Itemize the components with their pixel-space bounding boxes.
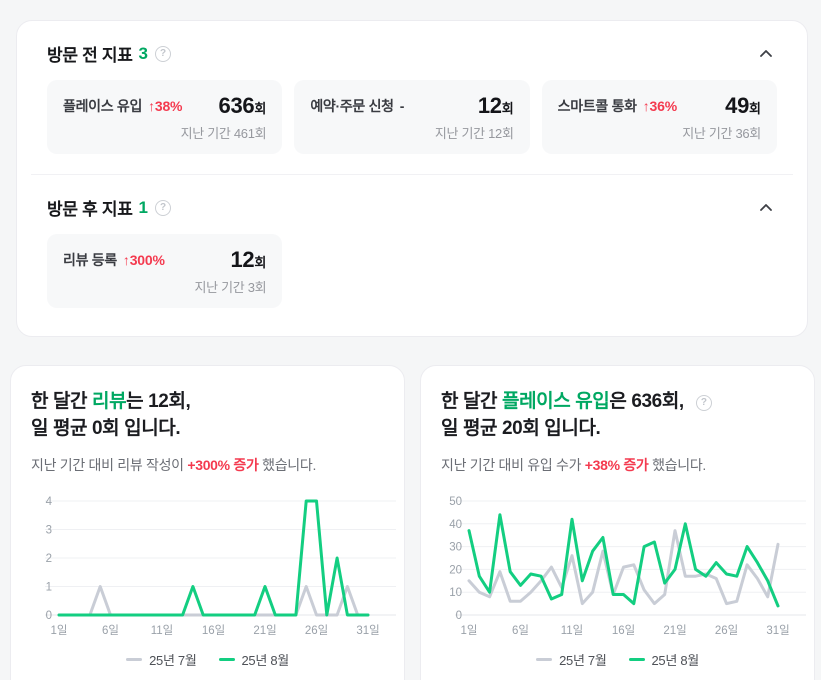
pre-visit-title: 방문 전 지표 (47, 46, 133, 65)
metric-previous-period: 지난 기간 461회 (180, 126, 267, 141)
metric-previous-period: 지난 기간 12회 (434, 126, 514, 141)
svg-text:4: 4 (46, 496, 53, 508)
metric-label: 리뷰 등록 (63, 252, 117, 268)
metric-label: 스마트콜 통화 (557, 98, 637, 114)
svg-text:21일: 21일 (253, 623, 276, 637)
help-icon[interactable]: ? (155, 199, 172, 216)
metric-change: - (399, 98, 405, 114)
svg-text:6일: 6일 (102, 623, 119, 637)
metric-value: 49 (725, 93, 750, 118)
legend-dash-icon (536, 657, 553, 662)
svg-text:3: 3 (46, 525, 52, 537)
help-icon[interactable]: ? (155, 45, 172, 62)
svg-text:31일: 31일 (356, 623, 379, 637)
inflow-card-title: 한 달간 플레이스 유입은 636회, ? 일 평균 20회 입니다. (441, 388, 794, 442)
review-card-subtitle: 지난 기간 대비 리뷰 작성이 +300% 증가 했습니다. (31, 457, 317, 473)
metric-value: 636 (218, 93, 255, 118)
review-card-title: 한 달간 리뷰는 12회, 일 평균 0회 입니다. (31, 388, 384, 442)
subtitle-highlight: +38% 증가 (584, 457, 649, 473)
legend-dash-icon (126, 657, 143, 662)
svg-text:11일: 11일 (151, 623, 174, 637)
svg-text:40: 40 (449, 519, 462, 531)
metric-value: 12 (477, 93, 502, 118)
title-line2: 일 평균 0회 입니다. (31, 418, 181, 439)
chart-legend: 25년 7월 25년 8월 (441, 650, 794, 669)
metric-unit: 회 (254, 101, 267, 116)
inflow-chart-card: 한 달간 플레이스 유입은 636회, ? 일 평균 20회 입니다. 지난 기… (420, 365, 815, 680)
review-chart-card: 한 달간 리뷰는 12회, 일 평균 0회 입니다. 지난 기간 대비 리뷰 작… (10, 365, 405, 680)
pre-visit-count: 3 (138, 43, 149, 63)
post-visit-metric-tiles: 리뷰 등록 ↑300% 12회 지난 기간 3회 (47, 234, 777, 308)
svg-text:0: 0 (456, 610, 462, 622)
legend-item-august[interactable]: 25년 8월 (628, 650, 699, 669)
metric-change: ↑38% (148, 98, 183, 114)
svg-text:26일: 26일 (715, 623, 738, 637)
svg-text:6일: 6일 (512, 623, 529, 637)
svg-text:20: 20 (449, 564, 462, 576)
metric-tile-place-inflow[interactable]: 플레이스 유입 ↑38% 636회 지난 기간 461회 (47, 80, 283, 154)
svg-text:26일: 26일 (305, 623, 328, 637)
title-line2: 일 평균 20회 입니다. (441, 418, 601, 439)
svg-text:2: 2 (46, 553, 52, 565)
review-line-chart[interactable]: 0 1 2 3 4 1일 6일 11일 16일 21일 26일 31일 (31, 491, 398, 641)
svg-text:0: 0 (46, 610, 52, 622)
svg-text:1: 1 (46, 582, 52, 594)
svg-text:1일: 1일 (461, 623, 478, 637)
metric-tile-review[interactable]: 리뷰 등록 ↑300% 12회 지난 기간 3회 (47, 234, 283, 308)
svg-text:30: 30 (449, 542, 462, 554)
post-visit-section-header: 방문 후 지표 1 ? (47, 195, 777, 220)
svg-text:21일: 21일 (663, 623, 686, 637)
metric-change: ↑36% (642, 98, 677, 114)
pre-visit-section-header: 방문 전 지표 3 ? (47, 41, 777, 66)
svg-text:16일: 16일 (612, 623, 635, 637)
title-text: 는 12회, (126, 391, 191, 412)
chart-cards-row: 한 달간 리뷰는 12회, 일 평균 0회 입니다. 지난 기간 대비 리뷰 작… (10, 365, 815, 680)
collapse-pre-visit-button[interactable] (755, 45, 777, 62)
svg-text:1일: 1일 (51, 623, 68, 637)
svg-text:16일: 16일 (202, 623, 225, 637)
metric-label: 플레이스 유입 (63, 98, 143, 114)
inflow-line-chart[interactable]: 0 10 20 30 40 50 1일 6일 11일 16일 21일 26일 31일 (441, 491, 808, 641)
collapse-post-visit-button[interactable] (755, 199, 777, 216)
inflow-card-subtitle: 지난 기간 대비 유입 수가 +38% 증가 했습니다. (441, 457, 706, 473)
help-icon[interactable]: ? (695, 395, 712, 411)
title-keyword: 리뷰 (92, 391, 127, 412)
legend-dash-icon (628, 657, 645, 662)
legend-dash-icon (218, 657, 235, 662)
review-chart-wrap: 0 1 2 3 4 1일 6일 11일 16일 21일 26일 31일 (31, 491, 398, 641)
title-text: 한 달간 (441, 391, 502, 412)
metric-unit: 회 (501, 101, 514, 116)
metric-value: 12 (230, 247, 255, 272)
subtitle-highlight: +300% 증가 (187, 457, 259, 473)
title-keyword: 플레이스 유입 (502, 391, 610, 412)
legend-item-july[interactable]: 25년 7월 (126, 650, 197, 669)
metric-label: 예약·주문 신청 (310, 98, 394, 114)
post-visit-count: 1 (138, 197, 149, 217)
svg-text:11일: 11일 (561, 623, 584, 637)
metric-previous-period: 지난 기간 3회 (194, 280, 267, 295)
metric-unit: 회 (254, 255, 267, 270)
chevron-up-icon (760, 204, 772, 211)
title-text: 은 636회, (609, 391, 684, 412)
metric-tile-reservation-order[interactable]: 예약·주문 신청 - 12회 지난 기간 12회 (294, 80, 530, 154)
metrics-panel: 방문 전 지표 3 ? 플레이스 유입 ↑38% 636회 지난 기간 461회… (16, 20, 808, 337)
metric-change: ↑300% (122, 252, 165, 268)
post-visit-title: 방문 후 지표 (47, 200, 133, 219)
legend-item-august[interactable]: 25년 8월 (218, 650, 289, 669)
svg-text:10: 10 (449, 587, 462, 599)
chart-legend: 25년 7월 25년 8월 (31, 650, 384, 669)
pre-visit-metric-tiles: 플레이스 유입 ↑38% 636회 지난 기간 461회 예약·주문 신청 - … (47, 80, 777, 154)
metric-unit: 회 (749, 101, 761, 116)
inflow-chart-wrap: 0 10 20 30 40 50 1일 6일 11일 16일 21일 26일 31일 (441, 491, 808, 641)
svg-text:50: 50 (449, 496, 462, 508)
metric-tile-smartcall[interactable]: 스마트콜 통화 ↑36% 49회 지난 기간 36회 (541, 80, 777, 154)
title-text: 한 달간 (31, 391, 92, 412)
section-divider (31, 174, 793, 175)
svg-text:31일: 31일 (766, 623, 789, 637)
metric-previous-period: 지난 기간 36회 (682, 126, 761, 141)
chevron-up-icon (760, 50, 772, 57)
legend-item-july[interactable]: 25년 7월 (536, 650, 607, 669)
